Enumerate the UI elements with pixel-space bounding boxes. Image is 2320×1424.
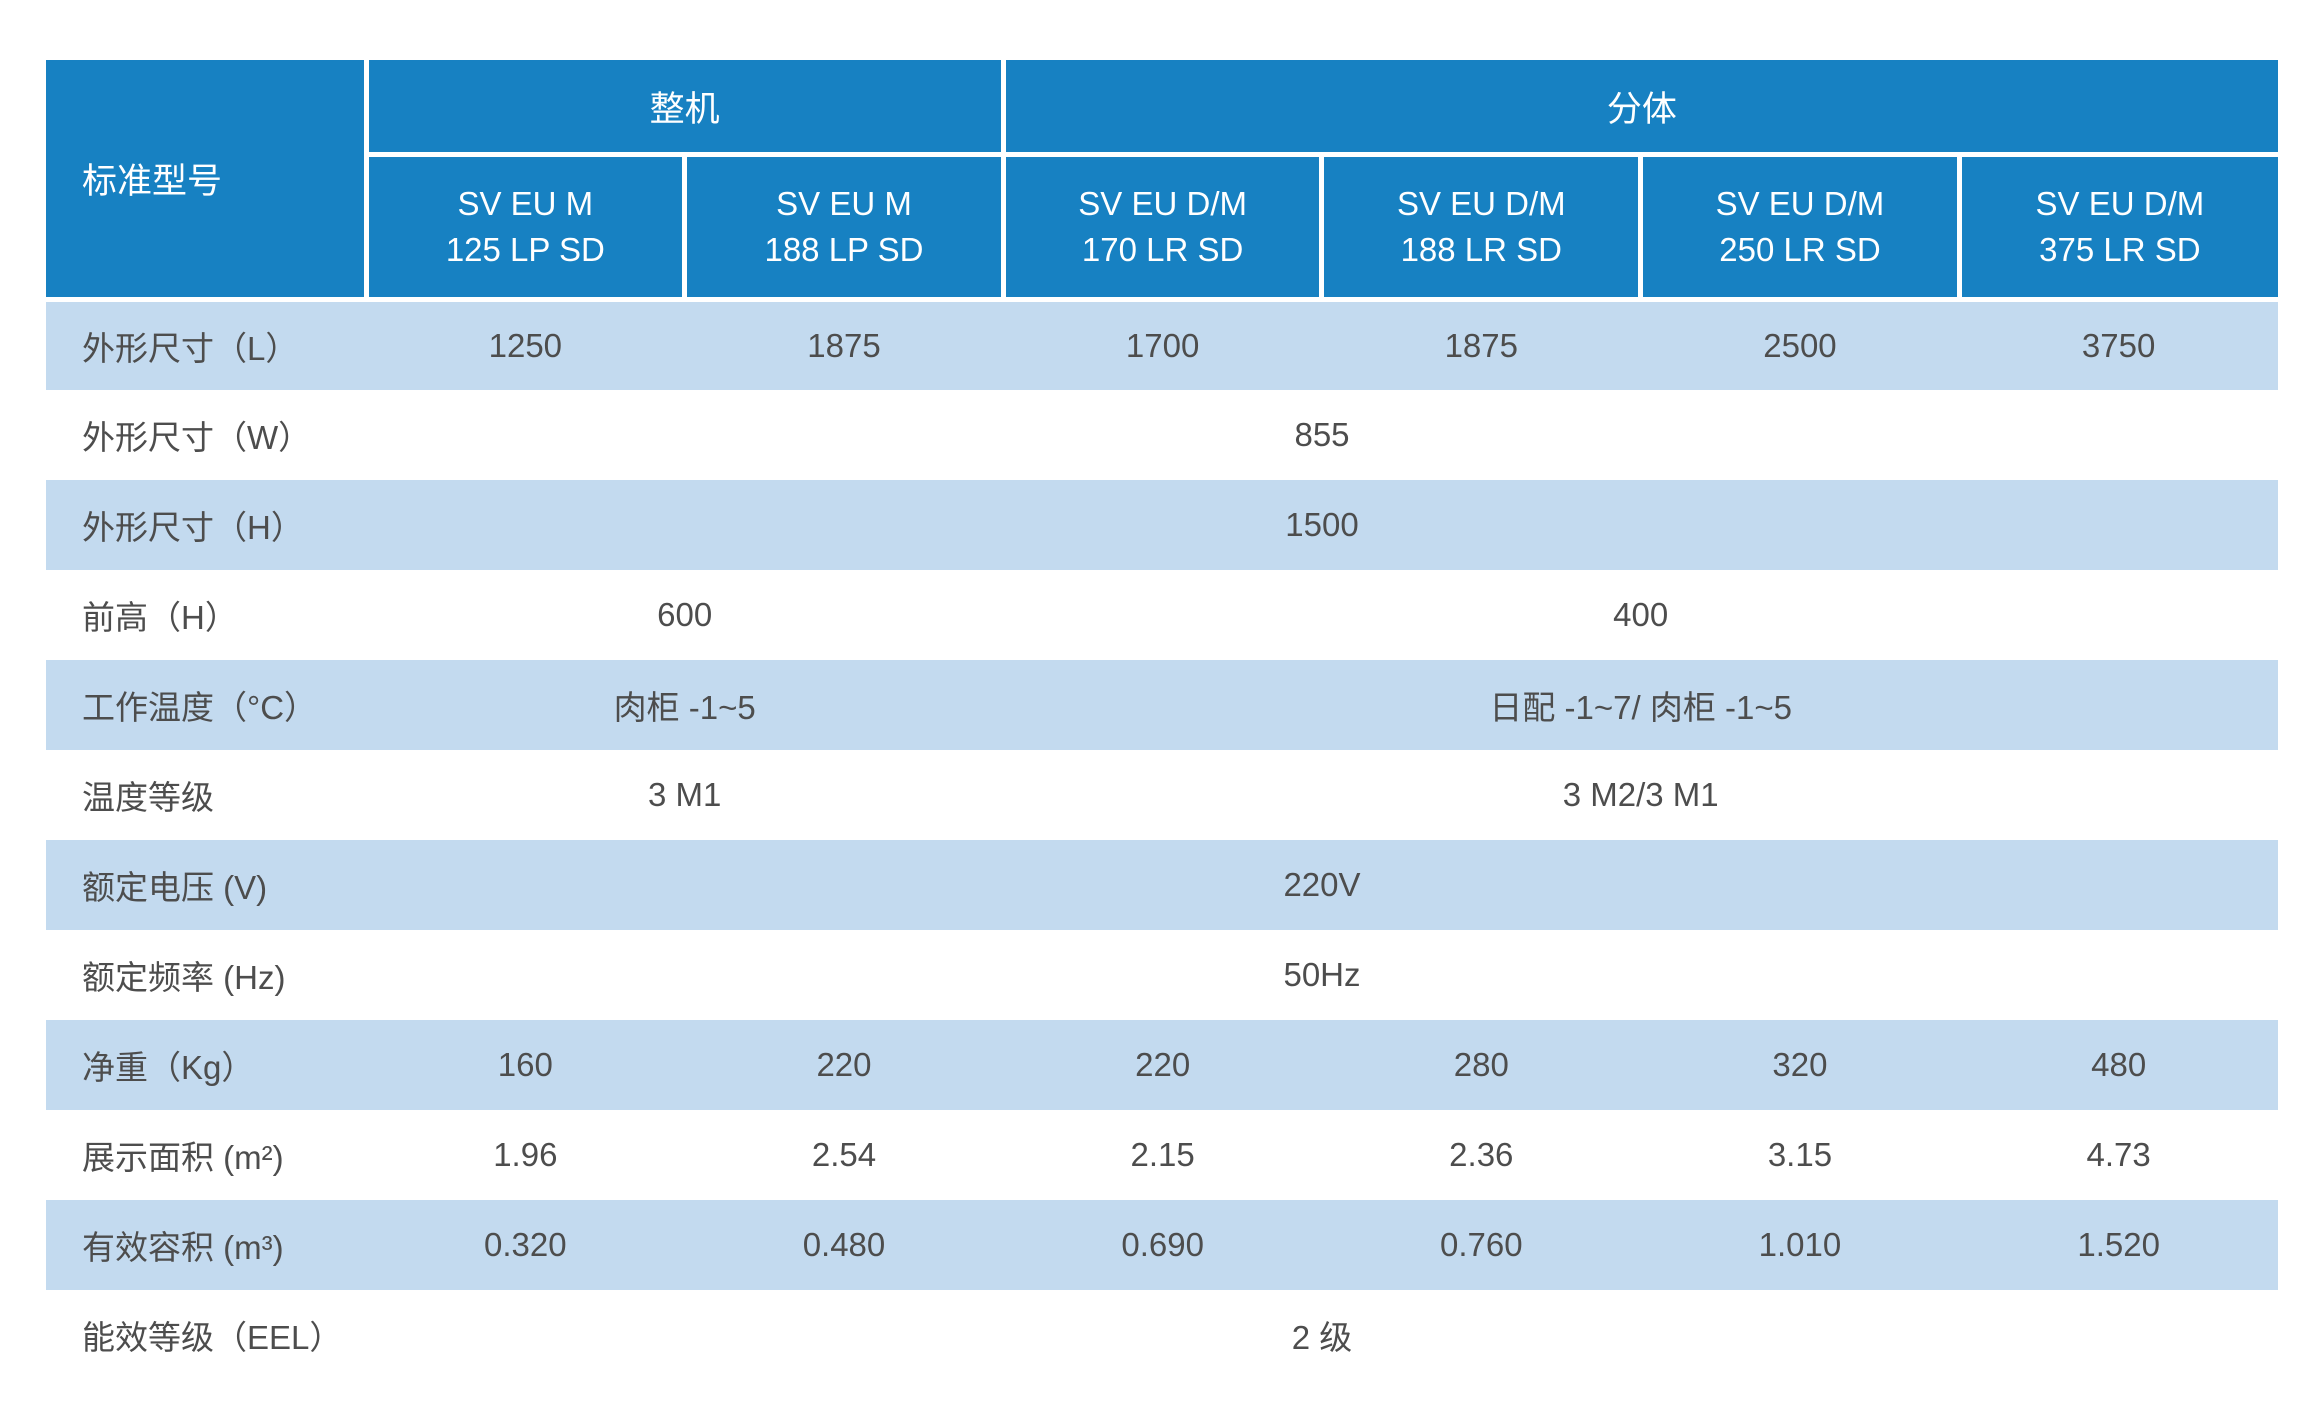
value-cell: 0.760 [1440,1225,1523,1263]
value-cell: 1875 [807,326,881,364]
table-row-display-area: 展示面积 (m²) 1.96 2.54 2.15 2.36 3.15 4.73 [46,1109,2278,1200]
value-cell: 280 [1453,1045,1509,1083]
value-cell: 3 M1 [647,775,722,813]
value-cell: 50Hz [1283,955,1361,993]
table-row-temp-class: 温度等级 3 M1 3 M2/3 M1 [46,749,2278,840]
value-cell: 0.320 [484,1225,567,1263]
row-label: 前高（H） [82,598,238,636]
value-cell: 600 [657,595,713,633]
row-label: 能效等级（EEL） [82,1318,343,1356]
row-label: 外形尺寸（L） [82,329,299,367]
table-row-rated-voltage: 额定电压 (V) 220V [46,839,2278,930]
table-body: 外形尺寸（L） 1250 1875 1700 1875 2500 3750 外形… [46,299,2278,1380]
table-row-working-temp: 工作温度（°C） 肉柜 -1~5 日配 -1~7/ 肉柜 -1~5 [46,659,2278,750]
value-cell: 1250 [488,326,563,364]
value-cell: 0.690 [1121,1225,1204,1263]
value-cell: 220V [1283,865,1361,903]
value-cell: 3.15 [1767,1135,1833,1173]
row-label: 展示面积 (m²) [82,1138,284,1176]
row-label: 有效容积 (m³) [82,1228,284,1266]
value-cell: 220 [1135,1045,1191,1083]
table-row-effective-volume: 有效容积 (m³) 0.320 0.480 0.690 0.760 1.010 … [46,1199,2278,1290]
value-cell: 160 [497,1045,553,1083]
value-cell: 2500 [1763,326,1837,364]
row-label: 净重（Kg） [82,1048,255,1086]
value-cell: 2.54 [811,1135,877,1173]
value-cell: 1500 [1285,505,1359,543]
model-column-header: SV EU D/M 188 LR SD [1321,154,1644,302]
table-header: 标准型号 整机 分体 SV EU M 125 LP SD SV EU M 188… [46,60,2278,302]
value-cell: 4.73 [2086,1135,2151,1173]
row-label: 额定频率 (Hz) [82,958,286,996]
table-row-front-height: 前高（H） 600 400 [46,569,2278,660]
value-cell: 0.480 [802,1225,886,1263]
value-cell: 1700 [1125,326,1200,364]
model-column-header: SV EU M 125 LP SD [366,154,688,302]
value-cell: 肉柜 -1~5 [613,688,756,726]
row-label: 工作温度（°C） [82,688,318,726]
row-label: 外形尺寸（W） [82,418,312,456]
value-cell: 1.96 [493,1135,558,1173]
row-label: 外形尺寸（H） [82,508,304,546]
group-header-split-unit: 分体 [1003,60,2278,157]
value-cell: 3750 [2081,326,2156,364]
value-cell: 220 [816,1045,872,1083]
table-row-width: 外形尺寸（W） 855 [46,389,2278,480]
value-cell: 480 [2091,1045,2147,1083]
group-header-row: 标准型号 整机 分体 [46,60,2278,302]
value-cell: 1.010 [1758,1225,1842,1263]
model-column-header: SV EU D/M 375 LR SD [1959,154,2278,302]
value-cell: 日配 -1~7/ 肉柜 -1~5 [1489,688,1792,726]
table-row-height: 外形尺寸（H） 1500 [46,479,2278,570]
value-cell: 855 [1294,415,1350,453]
group-header-whole-unit: 整机 [366,60,1006,157]
table-row-length: 外形尺寸（L） 1250 1875 1700 1875 2500 3750 [46,299,2278,390]
row-label: 额定电压 (V) [82,868,268,906]
value-cell: 1875 [1444,326,1518,364]
table-row-rated-frequency: 额定频率 (Hz) 50Hz [46,929,2278,1020]
value-cell: 1.520 [2077,1225,2160,1263]
row-label: 温度等级 [82,778,214,816]
table-row-net-weight: 净重（Kg） 160 220 220 280 320 480 [46,1019,2278,1110]
spec-table: 标准型号 整机 分体 SV EU M 125 LP SD SV EU M 188… [46,60,2278,1380]
value-cell: 320 [1772,1045,1828,1083]
value-cell: 3 M2/3 M1 [1562,775,1719,813]
corner-header-label: 标准型号 [46,60,369,302]
value-cell: 2.15 [1130,1135,1195,1173]
value-cell: 2.36 [1449,1135,1514,1173]
model-header-row: SV EU M 125 LP SD SV EU M 188 LP SD SV E… [46,154,2278,302]
model-column-header: SV EU M 188 LP SD [684,154,1006,302]
value-cell: 400 [1613,595,1669,633]
model-column-header: SV EU D/M 170 LR SD [1003,154,1325,302]
model-column-header: SV EU D/M 250 LR SD [1640,154,1962,302]
table-row-energy-efficiency: 能效等级（EEL） 2 级 [46,1289,2278,1380]
value-cell: 2 级 [1291,1318,1353,1356]
